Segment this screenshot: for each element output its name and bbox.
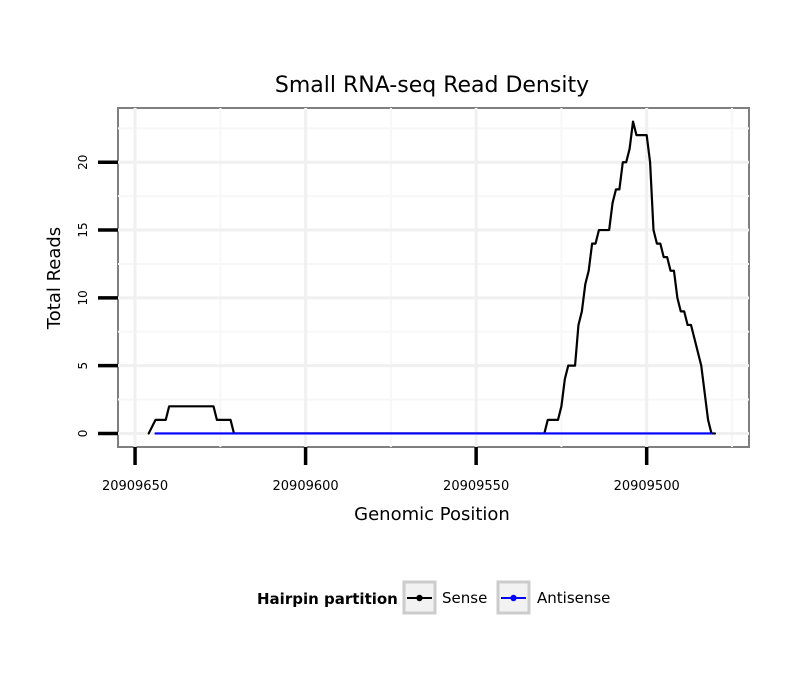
legend-title: Hairpin partition [257,590,398,608]
series-layer [147,120,716,435]
x-axis: 20909650 20909600 20909550 20909500 [102,447,680,494]
y-tick-label: 5 [76,362,90,370]
y-axis: 0 5 10 15 20 [76,155,118,438]
y-tick-label: 20 [76,155,90,170]
plot-panel [117,107,750,448]
x-tick-label: 20909650 [102,479,168,494]
x-tick-label: 20909600 [273,479,339,494]
legend-key-antisense [496,580,531,615]
chart-title: Small RNA-seq Read Density [275,73,589,98]
y-tick-label: 0 [76,430,90,438]
x-axis-label: Genomic Position [354,504,510,525]
legend-label-sense: Sense [442,589,487,607]
series-line-sense [147,120,716,435]
y-axis-label: Total Reads [44,227,65,330]
x-tick-label: 20909500 [614,479,680,494]
y-tick-label: 10 [76,290,90,305]
y-tick-label: 15 [76,222,90,237]
legend-key-sense [402,580,437,615]
legend-label-antisense: Antisense [537,589,610,607]
x-tick-label: 20909550 [443,479,509,494]
legend: Hairpin partition Sense Antisense [257,580,610,615]
